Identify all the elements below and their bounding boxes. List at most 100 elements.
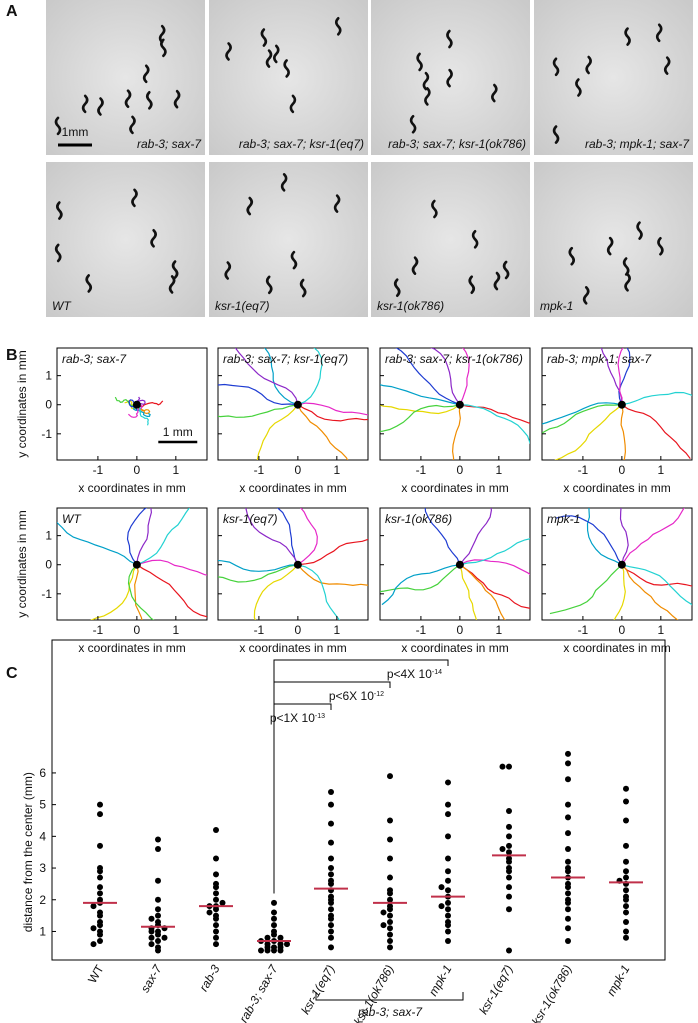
category-label: ksr-1(eq7) xyxy=(476,963,515,1017)
y-axis-label: y coordinates in mm xyxy=(15,510,29,617)
worm xyxy=(225,42,232,61)
dot xyxy=(506,833,512,840)
plot-frame xyxy=(217,507,369,621)
y-tick-label: 4 xyxy=(39,829,46,843)
worm xyxy=(468,275,476,294)
dot xyxy=(264,947,271,954)
x-tick-label: -1 xyxy=(578,623,589,637)
p-value-text: p<4X 10 xyxy=(387,667,432,681)
x-tick-label: 0 xyxy=(295,463,302,477)
dot xyxy=(155,836,161,843)
dot xyxy=(623,842,629,849)
worm xyxy=(146,90,153,110)
dot xyxy=(387,817,393,824)
dot xyxy=(623,887,629,894)
dot xyxy=(97,912,103,919)
worm xyxy=(585,55,592,75)
trajectory xyxy=(136,564,207,618)
image-label: ksr-1(eq7) xyxy=(215,299,269,313)
category-label: rab-3; sax-7 xyxy=(236,961,281,1023)
dot xyxy=(97,811,103,818)
dot xyxy=(328,934,334,941)
dot xyxy=(97,874,103,881)
dot xyxy=(506,858,512,865)
dot xyxy=(213,827,219,833)
x-tick-label: -1 xyxy=(254,463,265,477)
p-value-exponent: -14 xyxy=(432,669,442,676)
worm xyxy=(575,78,582,97)
dot xyxy=(565,776,571,783)
trajectory xyxy=(245,508,299,565)
dot xyxy=(97,801,103,808)
dot xyxy=(161,934,168,941)
trajectory xyxy=(136,508,153,565)
trajectory xyxy=(459,564,506,620)
plot-frame xyxy=(56,507,208,621)
worm xyxy=(85,274,92,293)
dot xyxy=(623,858,629,865)
panel-label: B xyxy=(6,347,18,364)
worm xyxy=(171,260,179,279)
dot xyxy=(565,937,571,944)
x-tick-label: -1 xyxy=(416,623,427,637)
trajectory xyxy=(555,515,623,566)
trajectory xyxy=(297,402,368,416)
trajectory xyxy=(380,384,461,406)
dot xyxy=(438,884,445,891)
worm xyxy=(129,115,136,135)
dot xyxy=(328,820,334,827)
dot xyxy=(213,906,219,913)
dot xyxy=(271,909,277,916)
worm xyxy=(491,83,498,103)
dot xyxy=(328,865,334,872)
trajectories xyxy=(380,348,530,460)
y-tick-label: 1 xyxy=(45,529,52,543)
x-tick-label: 0 xyxy=(457,623,464,637)
panel-label: A xyxy=(6,3,18,20)
start-point xyxy=(617,560,626,569)
worm xyxy=(606,236,614,256)
worm xyxy=(224,261,232,280)
dot xyxy=(213,884,219,891)
dot xyxy=(506,849,512,856)
dot xyxy=(387,855,393,862)
dot xyxy=(387,896,393,903)
dot xyxy=(97,842,103,849)
trajectories xyxy=(218,508,368,620)
dot xyxy=(213,871,219,878)
dot xyxy=(445,801,451,808)
dot xyxy=(499,763,506,770)
x-tick-label: 1 xyxy=(495,463,502,477)
trajectory xyxy=(234,348,299,405)
y-tick-label: 2 xyxy=(39,893,46,907)
dot xyxy=(271,922,277,929)
worm xyxy=(283,59,290,78)
worm xyxy=(446,68,453,88)
trajectory xyxy=(136,404,149,426)
plot-label: mpk-1 xyxy=(547,512,580,526)
x-tick-label: 1 xyxy=(333,623,340,637)
dot xyxy=(148,941,155,948)
trajectory xyxy=(621,564,692,587)
plot-label: rab-3; sax-7; ksr-1(eq7) xyxy=(223,352,348,366)
worm xyxy=(422,71,430,91)
trajectory xyxy=(395,348,461,406)
dot xyxy=(328,877,334,884)
worm xyxy=(124,89,132,109)
worm xyxy=(334,17,342,36)
trajectories xyxy=(380,508,530,620)
x-tick-label: 0 xyxy=(134,463,141,477)
x-tick-label: 0 xyxy=(619,623,626,637)
p-value-text: p<1X 10 xyxy=(270,711,315,725)
trajectory xyxy=(114,396,138,407)
y-tick-label: 1 xyxy=(45,369,52,383)
dot xyxy=(445,887,451,894)
dot xyxy=(623,798,629,805)
plot-label: rab-3; sax-7 xyxy=(62,352,127,366)
dot xyxy=(623,903,629,910)
dot xyxy=(277,934,284,941)
x-tick-label: 0 xyxy=(134,623,141,637)
x-axis-label: x coordinates in mm xyxy=(563,481,670,495)
start-point xyxy=(293,400,302,409)
trajectory xyxy=(613,564,626,620)
